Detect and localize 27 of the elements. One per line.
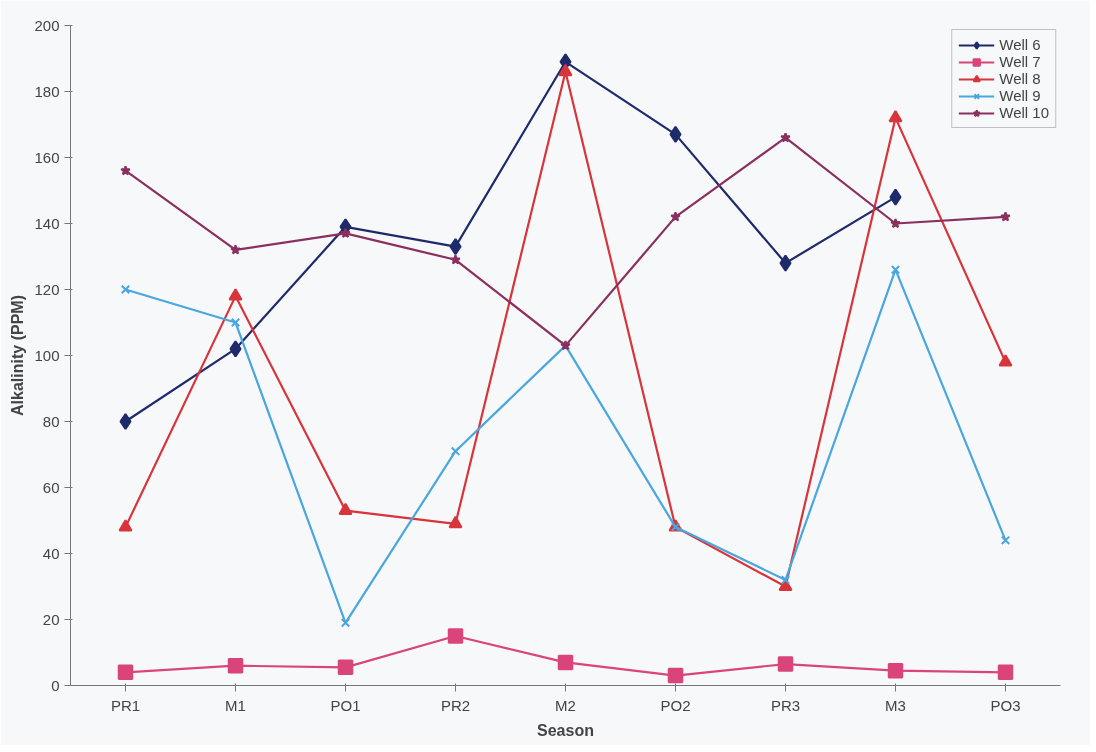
y-tick-label: 40 [42, 544, 60, 562]
y-tick-label: 120 [34, 280, 60, 298]
x-tick-label: PR1 [110, 696, 141, 714]
y-tick-label: 60 [42, 478, 60, 496]
y-tick-label: 200 [34, 16, 60, 34]
y-tick-label: 180 [34, 82, 60, 100]
x-tick-label: M3 [885, 696, 906, 714]
y-tick-label: 140 [34, 214, 60, 232]
y-tick-label: 80 [42, 412, 60, 430]
legend-label: Well 10 [999, 104, 1049, 121]
legend-label: Well 9 [999, 87, 1041, 104]
y-tick-label: 160 [34, 148, 60, 166]
y-axis-title: Alkalinity (PPM) [9, 295, 27, 416]
y-tick-label: 20 [42, 610, 60, 628]
x-axis-title: Season [537, 721, 594, 739]
legend-label: Well 6 [999, 36, 1041, 53]
x-tick-label: M1 [225, 696, 246, 714]
y-tick-label: 100 [34, 346, 60, 364]
x-tick-label: PO1 [330, 696, 361, 714]
x-tick-label: PO2 [660, 696, 691, 714]
x-tick-label: PO3 [990, 696, 1021, 714]
x-tick-label: PR3 [770, 696, 801, 714]
x-tick-label: M2 [555, 696, 576, 714]
legend-label: Well 8 [999, 70, 1041, 87]
x-tick-label: PR2 [440, 696, 471, 714]
legend-label: Well 7 [999, 53, 1041, 70]
y-tick-label: 0 [51, 676, 60, 694]
